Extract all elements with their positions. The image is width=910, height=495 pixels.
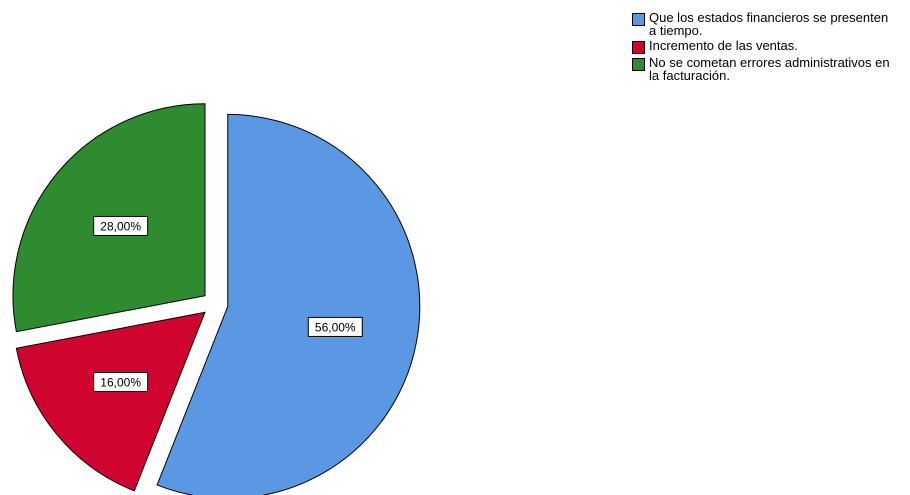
data-label-text-estados: 56,00% <box>315 320 356 334</box>
legend-item-estados: Que los estados financieros se presenten… <box>632 11 907 37</box>
legend-label-ventas: Incremento de las ventas. <box>649 38 798 53</box>
data-label-estados: 56,00% <box>307 316 363 337</box>
legend-item-ventas: Incremento de las ventas. <box>632 39 907 54</box>
legend-label-estados: Que los estados financieros se presenten… <box>649 10 889 38</box>
legend-swatch-errores <box>632 58 645 71</box>
data-label-errores: 28,00% <box>93 215 149 236</box>
data-label-text-ventas: 16,00% <box>100 376 141 390</box>
data-label-text-errores: 28,00% <box>100 219 141 233</box>
legend-swatch-estados <box>632 13 645 26</box>
data-label-ventas: 16,00% <box>93 372 149 393</box>
legend-item-errores: No se cometan errores administrativos en… <box>632 56 907 82</box>
legend-swatch-ventas <box>632 41 645 54</box>
pie-slice-ventas <box>15 311 206 492</box>
legend: Que los estados financieros se presenten… <box>632 11 907 84</box>
pie-slice-estados <box>156 113 421 495</box>
legend-label-errores: No se cometan errores administrativos en… <box>649 55 890 83</box>
